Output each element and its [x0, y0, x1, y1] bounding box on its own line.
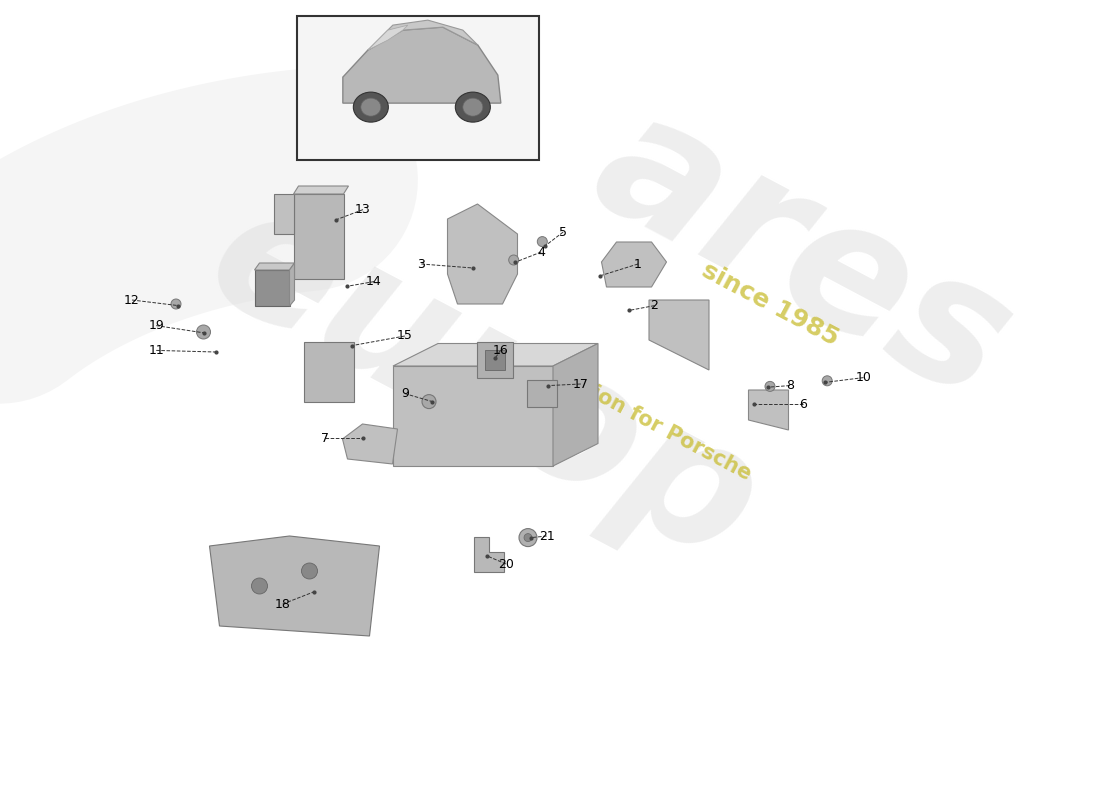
Text: 20: 20	[498, 558, 514, 570]
Polygon shape	[477, 342, 513, 378]
Circle shape	[170, 299, 182, 309]
Polygon shape	[473, 537, 504, 572]
Circle shape	[508, 255, 519, 265]
Circle shape	[197, 325, 210, 339]
Polygon shape	[294, 194, 343, 279]
Text: 1: 1	[634, 258, 642, 270]
Text: since 1985: since 1985	[697, 258, 843, 350]
Polygon shape	[274, 194, 294, 234]
Polygon shape	[393, 366, 553, 466]
Polygon shape	[254, 270, 289, 306]
Text: 7: 7	[320, 432, 329, 445]
Polygon shape	[553, 343, 598, 466]
Text: 5: 5	[559, 226, 568, 238]
Text: 4: 4	[537, 246, 546, 258]
Ellipse shape	[463, 98, 483, 116]
Polygon shape	[254, 263, 295, 270]
Circle shape	[524, 534, 532, 542]
Ellipse shape	[353, 92, 388, 122]
Ellipse shape	[455, 92, 491, 122]
Bar	[485, 350, 505, 370]
Polygon shape	[527, 380, 557, 407]
Polygon shape	[289, 263, 295, 306]
Text: 10: 10	[856, 371, 871, 384]
Text: 12: 12	[124, 294, 140, 306]
Text: 9: 9	[400, 387, 409, 400]
Polygon shape	[367, 20, 477, 50]
Polygon shape	[448, 204, 517, 304]
Polygon shape	[393, 343, 598, 366]
Text: a passion for Porsche: a passion for Porsche	[521, 347, 755, 485]
Ellipse shape	[361, 98, 381, 116]
Circle shape	[519, 529, 537, 546]
Polygon shape	[602, 242, 667, 287]
Text: 21: 21	[539, 530, 554, 542]
Text: ares: ares	[568, 75, 1038, 437]
Text: 16: 16	[493, 344, 508, 357]
Circle shape	[301, 563, 318, 579]
Text: 2: 2	[650, 299, 659, 312]
Polygon shape	[304, 342, 354, 402]
Text: 11: 11	[148, 344, 164, 357]
Polygon shape	[343, 27, 500, 103]
Polygon shape	[367, 25, 408, 50]
Text: 15: 15	[397, 330, 412, 342]
Polygon shape	[342, 424, 397, 464]
Polygon shape	[209, 536, 380, 636]
Polygon shape	[748, 390, 789, 430]
Polygon shape	[294, 186, 349, 194]
Polygon shape	[649, 300, 710, 370]
Text: 3: 3	[417, 258, 426, 270]
Text: 18: 18	[275, 598, 290, 610]
Circle shape	[252, 578, 267, 594]
Text: 19: 19	[148, 319, 164, 332]
Text: europ: europ	[180, 167, 788, 601]
Bar	[297, 16, 539, 160]
Text: 14: 14	[366, 275, 382, 288]
Circle shape	[822, 376, 833, 386]
Circle shape	[764, 382, 776, 391]
Text: 17: 17	[573, 378, 588, 390]
Text: 13: 13	[355, 203, 371, 216]
Text: 6: 6	[799, 398, 807, 410]
Circle shape	[422, 394, 436, 409]
Circle shape	[537, 237, 548, 246]
Text: 8: 8	[785, 379, 794, 392]
